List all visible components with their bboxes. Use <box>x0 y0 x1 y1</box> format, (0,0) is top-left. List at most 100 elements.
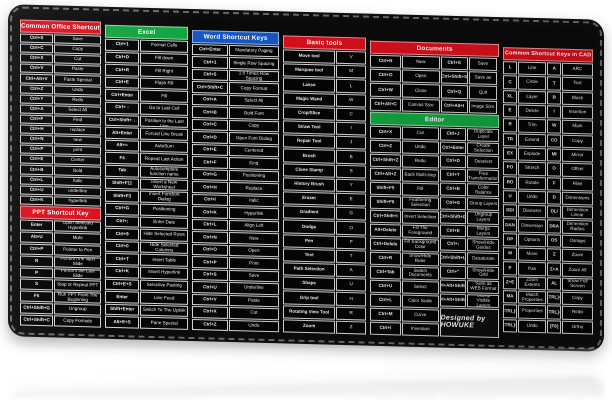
documents-rows: Ctrl+N New Ctrl+S Save Ctrl+O Open Ctrl+Shift+… <box>370 54 499 114</box>
action-cell: Delete <box>517 104 547 119</box>
key-cell: DLI <box>547 205 561 220</box>
section-header-excel: Excel <box>105 24 189 40</box>
action-cell: Redo <box>561 306 593 321</box>
key-cell: Ctrl+Z <box>192 396 228 398</box>
shortcut-row: E Delete I Insertion <box>503 104 593 120</box>
key-cell: Ctrl+P <box>20 144 54 155</box>
shortcut-row: Ctrl+Alt+Z Back Multi-step <box>370 167 439 183</box>
shortcut-row: Ctrl+K Insert Hyperlink <box>105 265 189 280</box>
shortcut-row: Ctrl+K hyperlink <box>20 195 102 207</box>
shortcut-row: Ctrl+X Cut <box>370 125 439 141</box>
key-cell: Ctrl+Z <box>192 318 228 332</box>
key-cell: DDI <box>503 204 517 218</box>
action-cell: Paste <box>54 64 102 76</box>
key-cell: Alt+U <box>20 231 54 244</box>
key-cell: Ctrl+Delete <box>370 237 401 252</box>
key-cell: Ctrl+C <box>20 43 54 54</box>
action-cell: Center <box>54 155 102 167</box>
shortcut-row: Shift+Enter Switch To The Uplink <box>105 303 189 318</box>
action-cell: Feathering Selection <box>401 196 439 211</box>
key-cell: Ctrl+S <box>20 33 54 44</box>
office-rows: Ctrl+S Save Ctrl+C Copy Ctrl+X Cut Ctrl+V Paste… <box>20 33 102 207</box>
key-cell: Ctrl+R <box>105 63 140 77</box>
shortcut-row: Ctrl+A Select All <box>192 93 280 108</box>
documents-editor-column: Documents Ctrl+NNewCtrl+SSaveCtrl+OOpenC… <box>370 389 500 398</box>
key-cell: Repair Tool <box>283 134 336 150</box>
shortcut-row: Ctrl+G Positioning <box>192 168 280 183</box>
shortcut-row: Ctrl+L Align Left <box>192 218 280 233</box>
action-cell: Free Transformation <box>467 169 500 184</box>
key-cell: Pen <box>283 234 336 249</box>
shortcut-row: Clone Stamp S <box>283 163 367 179</box>
action-cell: Invert Selection <box>401 210 439 225</box>
key-cell: Ctrl+Tab <box>370 265 401 280</box>
shortcut-row: Ctrl+ ↓ Go to Last Cell <box>105 101 189 116</box>
shortcut-row: C Circle T Text <box>503 75 593 92</box>
excel-rows: Ctrl+1 Format Cells Ctrl+D Fill down Ctrl+R F… <box>105 38 189 330</box>
shortcut-row: Shape U <box>283 276 367 293</box>
action-cell: Cut <box>54 54 102 65</box>
action-cell: Fill Background Color <box>401 238 439 253</box>
action-cell: Stamp Visible Layers <box>467 293 500 308</box>
shortcut-row: Ctrl+0 Hide Selected Columns <box>105 240 189 255</box>
key-cell: Enter <box>105 290 140 304</box>
key-cell: DRA <box>547 219 561 234</box>
shortcut-row: N Perform the Next Slide <box>20 255 102 269</box>
key-cell: Ctrl+Shift+C <box>192 81 228 94</box>
key-cell: Ctrl+B <box>20 164 54 175</box>
shortcut-row: Shift+F6 Feathering Selection <box>370 195 439 211</box>
action-cell: ARC <box>561 62 593 77</box>
shortcut-row: Alt+E+S Pane Special <box>105 316 189 330</box>
shortcut-row: Ctrl+Alt+Shift+S Save as WEB Format <box>439 279 500 294</box>
action-cell: Y <box>336 178 367 193</box>
key-cell: Ctrl+Alt+C <box>370 97 402 112</box>
shortcut-row: S Stop or Repeat PPT <box>20 278 102 292</box>
action-cell: Open Selected Hyperlink <box>54 220 102 233</box>
key-cell: E <box>503 104 517 118</box>
action-cell: Close <box>402 83 440 99</box>
key-cell: Ctrl+T <box>439 168 467 183</box>
key-cell: Ctrl+S <box>192 268 228 282</box>
shortcut-row: Ctrl+U Underline <box>192 281 280 295</box>
key-cell: Move tool <box>283 49 336 64</box>
action-cell: underline <box>54 186 102 197</box>
key-cell: Eraser <box>283 191 336 207</box>
key-cell: Grip tool <box>283 290 336 306</box>
action-cell: Insert Table <box>140 254 189 267</box>
action-cell: Hyperlink <box>228 207 280 221</box>
action-cell: Redo <box>401 154 439 169</box>
key-cell: Ctrl+Enter <box>192 44 228 57</box>
shortcut-row: Rotating View Tool R <box>283 305 367 321</box>
key-cell: Shift+Enter <box>105 303 140 317</box>
key-cell: Ctrl+Shift+I <box>370 209 401 224</box>
key-cell: Ctrl+ ↓ <box>105 101 140 115</box>
shortcut-row: Ctrl+Shift+Z Redo <box>370 153 439 169</box>
action-cell: hyperlink <box>54 196 102 207</box>
action-cell: Hide Selected Columns <box>140 241 189 255</box>
action-cell: Dimensions <box>561 191 593 206</box>
action-cell: Paste <box>228 294 280 308</box>
shortcut-row: Ctrl+R Show/Hide Ruler <box>370 251 439 267</box>
editor-rows: Ctrl+XCutCtrl+ZUndoCtrl+Shift+ZRedoCtrl+… <box>370 389 500 398</box>
key-cell: Ctrl+Shift+G <box>20 302 54 315</box>
key-cell: M <box>503 247 517 261</box>
key-cell: Ctrl+N <box>370 54 402 69</box>
action-cell: Deselect <box>467 155 500 170</box>
section-header-office: Common Office Shortcuts <box>20 19 102 35</box>
action-cell: Color Scale <box>401 294 439 309</box>
key-cell: Ctrl+J <box>439 127 467 141</box>
shortcut-row: U Undo D Dimensions <box>503 189 593 206</box>
action-cell: Paste Special <box>54 74 102 86</box>
key-cell: Zoom <box>283 319 336 334</box>
action-cell: Save <box>468 57 498 72</box>
shortcut-row: Ctrl+O Open <box>192 243 280 258</box>
shortcut-row: Move tool V <box>283 49 367 65</box>
action-cell: Flash Fill <box>140 77 189 91</box>
action-cell: Curve <box>401 308 439 323</box>
